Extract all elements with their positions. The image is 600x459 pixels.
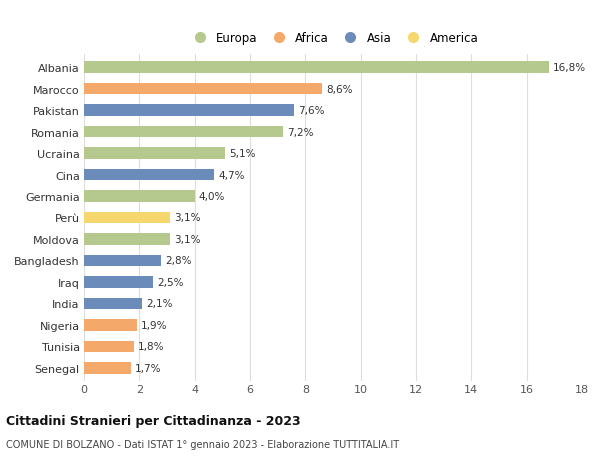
Text: 2,5%: 2,5% bbox=[157, 277, 184, 287]
Bar bbox=[84, 362, 131, 374]
Bar bbox=[84, 169, 214, 181]
Bar bbox=[84, 212, 170, 224]
Bar bbox=[84, 319, 137, 331]
Text: 4,7%: 4,7% bbox=[218, 170, 245, 180]
Text: COMUNE DI BOLZANO - Dati ISTAT 1° gennaio 2023 - Elaborazione TUTTITALIA.IT: COMUNE DI BOLZANO - Dati ISTAT 1° gennai… bbox=[6, 440, 399, 449]
Text: 2,1%: 2,1% bbox=[146, 299, 173, 309]
Legend: Europa, Africa, Asia, America: Europa, Africa, Asia, America bbox=[184, 28, 482, 48]
Text: 2,8%: 2,8% bbox=[166, 256, 192, 266]
Text: 7,6%: 7,6% bbox=[298, 106, 325, 116]
Text: Cittadini Stranieri per Cittadinanza - 2023: Cittadini Stranieri per Cittadinanza - 2… bbox=[6, 414, 301, 428]
Bar bbox=[84, 276, 153, 288]
Bar bbox=[84, 105, 294, 117]
Text: 3,1%: 3,1% bbox=[174, 213, 200, 223]
Text: 5,1%: 5,1% bbox=[229, 149, 256, 159]
Bar bbox=[84, 84, 322, 95]
Bar bbox=[84, 341, 134, 353]
Text: 16,8%: 16,8% bbox=[553, 63, 586, 73]
Bar bbox=[84, 190, 194, 202]
Bar bbox=[84, 298, 142, 310]
Bar bbox=[84, 255, 161, 267]
Bar bbox=[84, 234, 170, 246]
Text: 4,0%: 4,0% bbox=[199, 191, 225, 202]
Text: 1,9%: 1,9% bbox=[141, 320, 167, 330]
Text: 1,8%: 1,8% bbox=[138, 341, 164, 352]
Bar bbox=[84, 148, 225, 160]
Text: 3,1%: 3,1% bbox=[174, 235, 200, 245]
Text: 8,6%: 8,6% bbox=[326, 84, 353, 95]
Text: 1,7%: 1,7% bbox=[135, 363, 161, 373]
Bar bbox=[84, 126, 283, 138]
Bar bbox=[84, 62, 549, 74]
Text: 7,2%: 7,2% bbox=[287, 127, 314, 137]
